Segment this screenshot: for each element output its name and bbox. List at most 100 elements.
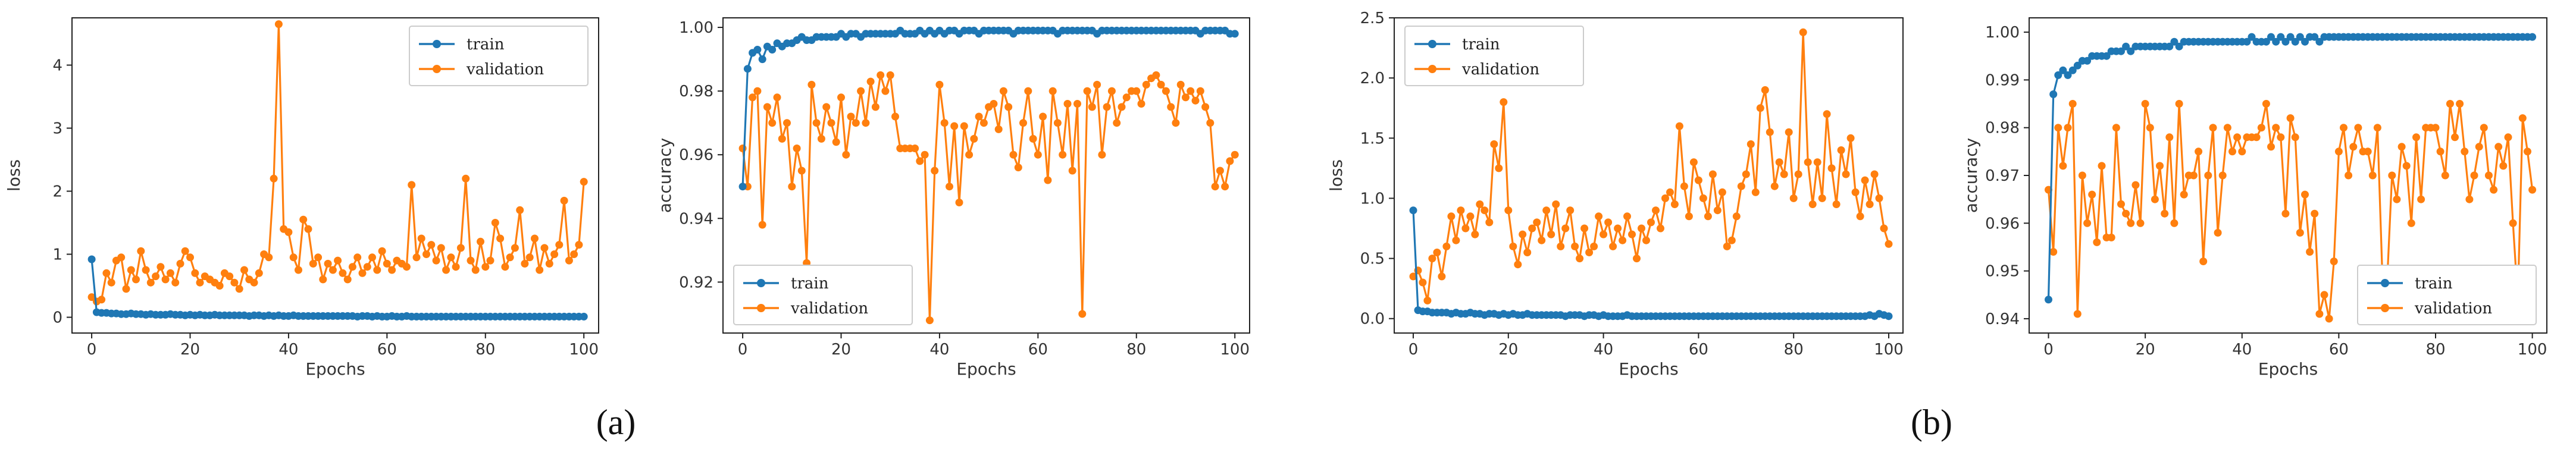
x-axis-label: Epochs [305,359,365,379]
data-point-validation [1118,103,1126,111]
data-point-validation [343,275,352,284]
data-point-validation [309,259,317,268]
data-point-validation [388,266,396,274]
data-point-validation [2393,195,2401,203]
data-point-validation [284,228,293,236]
data-point-validation [226,272,234,281]
data-point-validation [807,80,816,89]
legend-label-validation: validation [2414,300,2492,318]
data-point-validation [274,20,283,29]
data-point-validation [2315,310,2324,318]
data-point-validation [456,244,465,252]
data-point-validation [2088,190,2096,199]
data-point-validation [142,266,150,274]
data-point-validation [1509,242,1517,250]
data-point-validation [137,247,145,255]
data-point-validation [2524,147,2531,156]
data-point-validation [230,278,239,287]
data-point-validation [1866,200,1874,208]
x-tick-label: 40 [929,341,949,359]
data-point-validation [2156,162,2164,170]
legend-box [733,265,913,325]
data-point-train [1231,30,1239,38]
data-point-validation [1461,224,1470,233]
data-point-validation [1851,188,1860,196]
y-axis-label: accuracy [1961,138,1981,213]
data-point-train [743,65,752,73]
data-point-validation [1528,224,1536,233]
data-point-validation [1775,158,1783,167]
data-point-validation [506,253,514,262]
data-point-train [2277,33,2285,41]
data-point-validation [2354,124,2362,132]
data-point-validation [2175,100,2183,108]
data-point-validation [378,247,386,255]
y-tick-label: 2 [52,183,62,201]
data-point-validation [1409,272,1417,281]
data-point-validation [2267,143,2275,151]
data-point-validation [491,219,499,227]
data-point-validation [545,259,553,268]
data-point-validation [1519,230,1527,238]
data-point-train [1409,206,1417,215]
data-point-validation [1538,236,1546,244]
chart-b-accuracy: 0 20 40 60 80 100 0.94 0.95 0.96 0.97 0.98 0.99 1.00… [1961,17,2547,379]
data-point-validation [166,269,174,277]
y-tick-label: 0.92 [679,274,713,291]
data-point-validation [2509,219,2517,227]
data-point-validation [2199,258,2208,265]
data-point-validation [837,93,845,102]
legend-marker-validation [1428,65,1436,73]
x-tick-label: 80 [475,341,495,359]
data-point-validation [1098,150,1106,159]
data-point-validation [866,77,875,86]
data-point-validation [1187,87,1195,95]
data-point-validation [911,145,919,152]
data-point-validation [1628,230,1636,238]
data-point-validation [2456,100,2464,108]
data-point-validation [555,241,564,249]
data-point-validation [1196,87,1204,95]
data-point-validation [931,167,939,175]
data-point-validation [1751,188,1760,196]
data-point-validation [87,293,96,302]
data-point-validation [1533,218,1541,227]
data-point-validation [1746,140,1755,148]
data-point-train [2315,37,2324,46]
caption-b: (b) [1911,403,1952,442]
data-point-validation [358,269,367,277]
data-point-validation [1457,206,1465,215]
data-point-validation [1542,206,1551,215]
data-point-validation [1490,140,1498,148]
data-point-validation [857,87,865,95]
data-point-validation [1770,182,1779,190]
data-point-validation [1068,167,1076,175]
data-point-validation [2296,228,2304,237]
data-point-validation [1029,134,1037,143]
data-point-validation [1481,206,1489,215]
data-point-validation [871,103,879,111]
data-point-train [738,183,747,191]
y-tick-label: 1.00 [1985,24,2020,42]
series-line-train [2047,36,2533,300]
data-point-validation [881,87,890,95]
data-point-validation [1504,206,1513,215]
data-point-validation [98,296,106,304]
legend-box [2357,265,2537,325]
legend-marker-train [433,40,441,48]
data-point-validation [1552,200,1560,208]
data-point-validation [1832,200,1841,208]
x-tick-label: 0 [87,341,97,359]
y-tick-label: 0.98 [679,83,713,101]
y-tick-label: 0.5 [1360,250,1385,268]
data-point-validation [1122,93,1131,102]
data-point-validation [156,263,165,271]
data-point-validation [481,263,490,271]
data-point-validation [1216,167,1224,175]
data-point-validation [295,266,302,274]
data-point-validation [1442,242,1451,250]
data-point-validation [1633,255,1641,263]
data-point-validation [994,125,1003,133]
data-point-validation [1093,80,1101,89]
